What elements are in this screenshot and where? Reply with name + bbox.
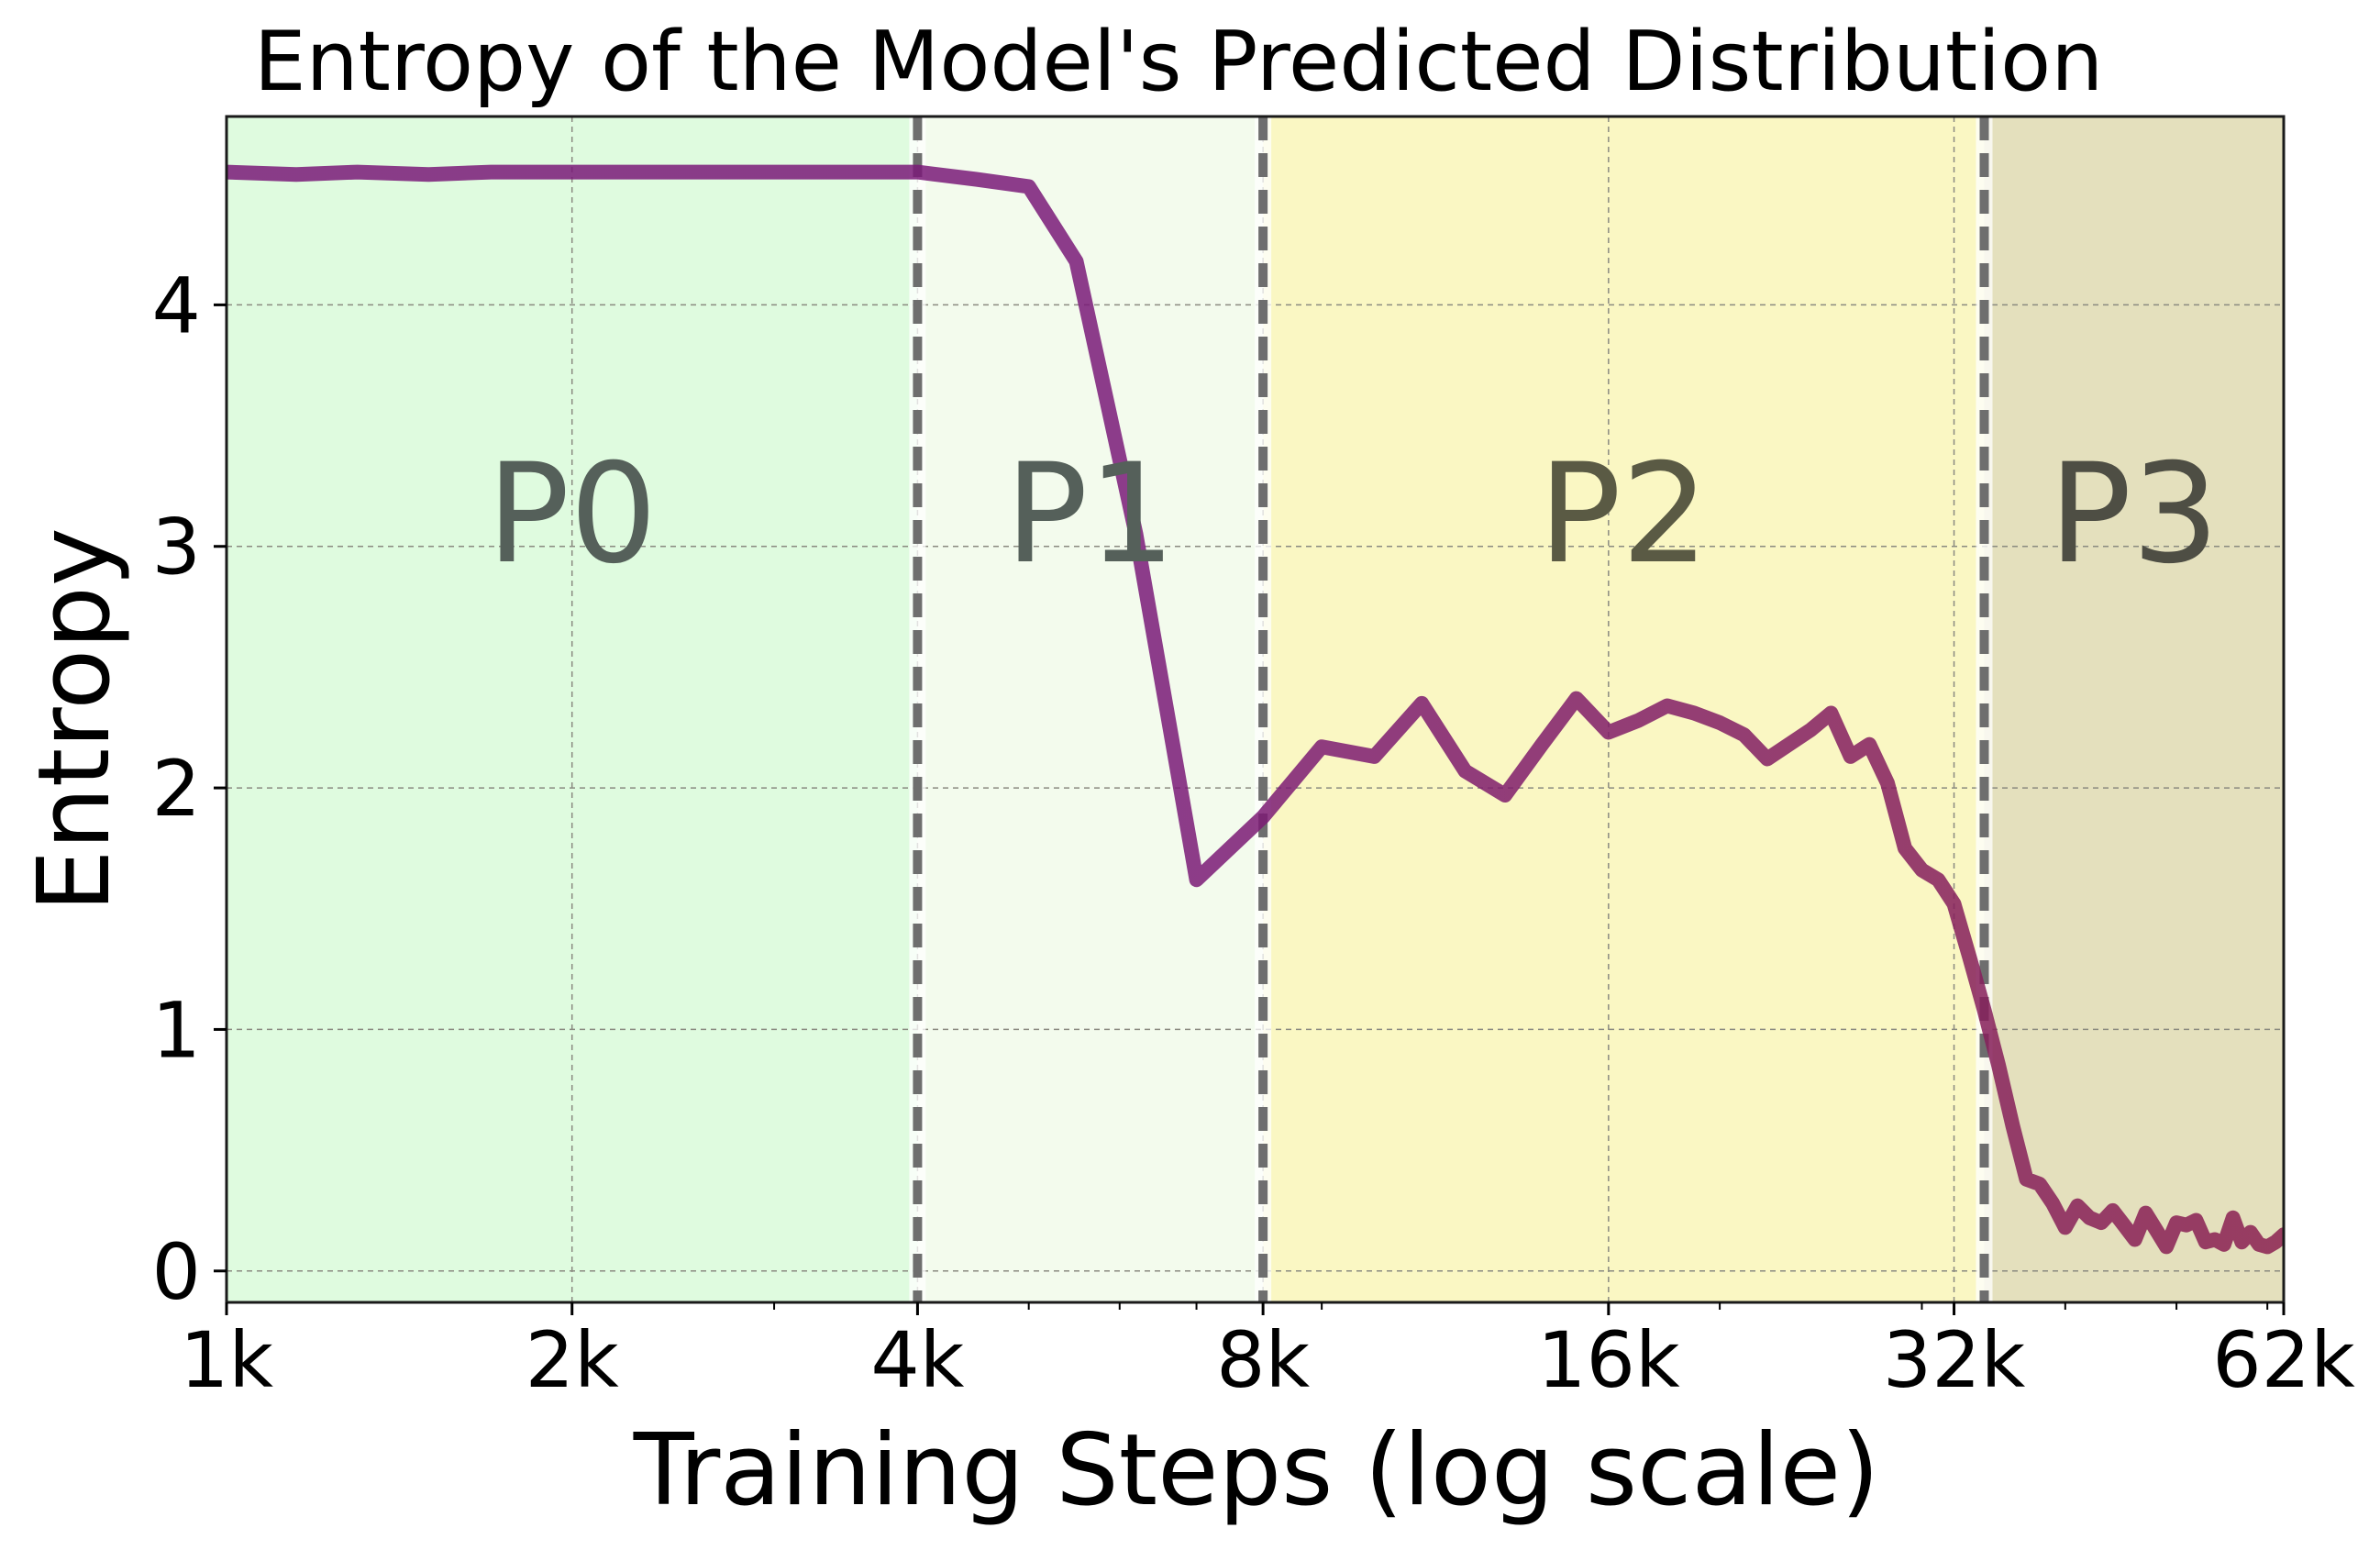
- y-tick-label: 3: [152, 503, 201, 592]
- phase-label-p1: P1: [1005, 435, 1176, 594]
- x-tick-label: 2k: [526, 1315, 619, 1405]
- chart-title: Entropy of the Model's Predicted Distrib…: [254, 14, 2104, 110]
- series-layer: [227, 164, 2284, 1255]
- phase-label-p0: P0: [487, 435, 658, 594]
- phase-label-p3: P3: [2049, 435, 2219, 594]
- x-tick-label: 62k: [2212, 1315, 2355, 1405]
- phase-boundaries: [909, 116, 1993, 1302]
- axis-ticks: 1k 2k 4k 8k 16k 32k 62k 0 1 2 3 4: [152, 260, 2356, 1405]
- series-line-entropy: [227, 164, 2284, 1255]
- phase-backgrounds: [227, 116, 2284, 1302]
- x-tick-label: 4k: [870, 1315, 964, 1405]
- y-tick-label: 4: [152, 260, 201, 350]
- x-axis-label: Training Steps (log scale): [633, 1413, 1880, 1528]
- y-tick-label: 1: [152, 985, 201, 1075]
- x-tick-label: 16k: [1537, 1315, 1680, 1405]
- x-tick-label: 32k: [1883, 1315, 2026, 1405]
- phase-region-p0: [227, 116, 918, 1302]
- phase-label-p2: P2: [1538, 435, 1709, 594]
- y-axis-label: Entropy: [17, 527, 132, 913]
- y-tick-label: 0: [152, 1227, 201, 1317]
- phase-labels: P0 P1 P2 P3: [487, 435, 2219, 594]
- plot-frame: [225, 115, 2286, 1304]
- x-tick-label: 8k: [1216, 1315, 1310, 1405]
- y-tick-label: 2: [152, 744, 201, 834]
- phase-region-p2: [1263, 116, 1985, 1302]
- x-tick-label: 1k: [180, 1315, 273, 1405]
- phase-region-p3: [1984, 116, 2284, 1302]
